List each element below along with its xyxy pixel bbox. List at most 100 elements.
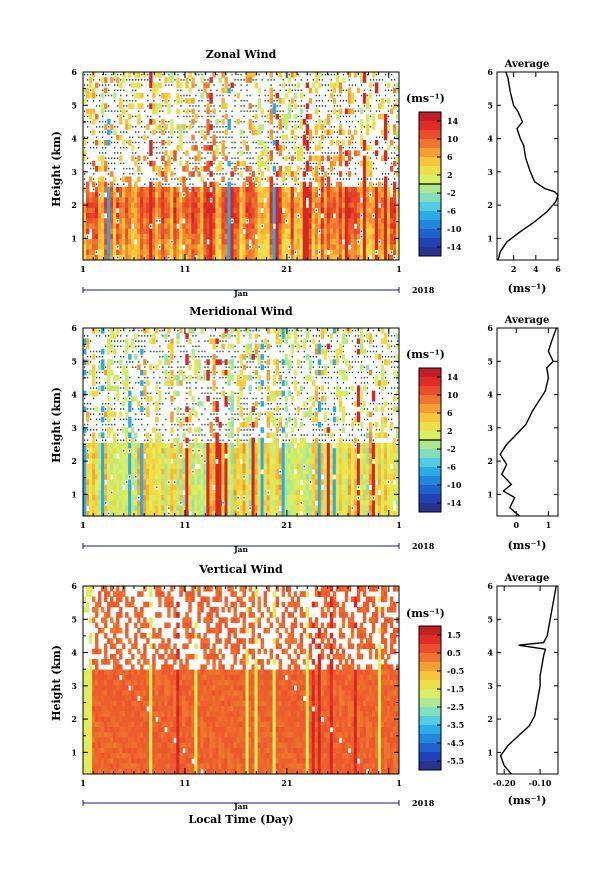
heatmap-cell bbox=[324, 183, 327, 186]
heatmap-cell bbox=[269, 218, 273, 224]
heatmap-cell bbox=[165, 120, 167, 123]
heatmap-cell bbox=[209, 469, 213, 475]
heatmap-cell bbox=[266, 113, 270, 120]
heatmap-cell bbox=[101, 484, 105, 491]
heatmap-cell bbox=[365, 192, 370, 198]
heatmap-cell bbox=[215, 416, 219, 423]
heatmap-cell bbox=[191, 500, 195, 506]
heatmap-cell bbox=[383, 254, 388, 260]
heatmap-cell bbox=[188, 202, 192, 209]
heatmap-cell bbox=[89, 213, 93, 219]
heatmap-cell bbox=[113, 340, 116, 342]
heatmap-cell bbox=[308, 155, 313, 162]
heatmap-cell bbox=[104, 366, 107, 368]
heatmap-cell bbox=[185, 166, 189, 172]
heatmap-cell bbox=[95, 82, 99, 89]
heatmap-cell bbox=[260, 474, 264, 480]
heatmap-cell bbox=[177, 183, 179, 186]
heatmap-cell bbox=[192, 345, 194, 348]
heatmap-cell bbox=[279, 382, 281, 384]
heatmap-cell bbox=[104, 382, 107, 384]
heatmap-cell bbox=[167, 218, 171, 224]
heatmap-cell bbox=[215, 145, 219, 151]
heatmap-cell bbox=[375, 110, 378, 112]
heatmap-cell bbox=[161, 448, 165, 454]
heatmap-cell bbox=[117, 335, 119, 337]
heatmap-cell bbox=[362, 244, 367, 250]
heatmap-cell bbox=[395, 171, 399, 177]
heatmap-cell bbox=[287, 239, 292, 245]
heatmap-cell bbox=[167, 489, 171, 496]
heatmap-cell bbox=[221, 369, 225, 376]
heatmap-cell bbox=[312, 141, 314, 144]
heatmap-cell bbox=[92, 233, 96, 240]
heatmap-cell bbox=[186, 178, 188, 180]
heatmap-cell bbox=[344, 244, 349, 250]
heatmap-cell bbox=[228, 329, 230, 332]
heatmap-cell bbox=[197, 254, 201, 260]
heatmap-cell bbox=[149, 489, 153, 496]
heatmap-cell bbox=[206, 92, 210, 99]
heatmap-cell bbox=[233, 207, 237, 214]
heatmap-cell bbox=[362, 239, 367, 245]
heatmap-cell bbox=[380, 218, 385, 224]
heatmap-cell bbox=[309, 73, 311, 76]
heatmap-cell bbox=[170, 380, 174, 386]
heatmap-cell bbox=[239, 186, 243, 193]
heatmap-cell bbox=[353, 202, 358, 209]
heatmap-cell bbox=[182, 484, 186, 491]
heatmap-cell bbox=[251, 171, 255, 177]
heatmap-cell bbox=[230, 82, 234, 89]
heatmap-cell bbox=[92, 181, 96, 188]
heatmap-cell bbox=[141, 402, 143, 405]
heatmap-cell bbox=[279, 136, 281, 139]
heatmap-cell bbox=[180, 355, 182, 358]
heatmap-cell bbox=[180, 418, 182, 421]
heatmap-cell bbox=[246, 397, 248, 400]
heatmap-cell bbox=[243, 434, 245, 436]
heatmap-cell bbox=[170, 150, 174, 156]
heatmap-cell bbox=[350, 108, 355, 115]
heatmap-cell bbox=[107, 244, 111, 250]
heatmap-cell bbox=[128, 176, 132, 183]
heatmap-cell bbox=[200, 129, 204, 136]
heatmap-cell bbox=[185, 244, 189, 250]
heatmap-cell bbox=[140, 186, 144, 193]
heatmap-cell bbox=[326, 254, 331, 260]
heatmap-cell bbox=[264, 361, 266, 363]
heatmap-cell bbox=[239, 160, 243, 167]
heatmap-cell bbox=[167, 249, 171, 256]
heatmap-cell bbox=[383, 119, 388, 125]
heatmap-cell bbox=[182, 186, 186, 193]
heatmap-cell bbox=[89, 418, 92, 421]
heatmap-cell bbox=[86, 197, 90, 203]
heatmap-cell bbox=[192, 141, 194, 144]
heatmap-cell bbox=[227, 474, 231, 480]
heatmap-cell bbox=[213, 418, 215, 421]
heatmap-cell bbox=[135, 141, 137, 144]
heatmap-cell bbox=[353, 213, 358, 219]
heatmap-cell bbox=[353, 239, 358, 245]
heatmap-cell bbox=[152, 192, 156, 198]
heatmap-cell bbox=[224, 448, 228, 454]
heatmap-cell bbox=[314, 223, 319, 230]
heatmap-cell bbox=[107, 348, 111, 355]
heatmap-cell bbox=[281, 223, 286, 230]
heatmap-cell bbox=[116, 375, 120, 381]
heatmap-cell bbox=[287, 87, 292, 94]
heatmap-cell bbox=[269, 395, 273, 402]
heatmap-cell bbox=[156, 141, 158, 144]
heatmap-cell bbox=[210, 105, 212, 107]
heatmap-cell bbox=[309, 178, 311, 180]
heatmap-cell bbox=[173, 453, 177, 459]
heatmap-cell bbox=[128, 192, 132, 198]
heatmap-cell bbox=[291, 162, 293, 165]
heatmap-cell bbox=[248, 484, 252, 491]
heatmap-cell bbox=[128, 249, 132, 256]
heatmap-cell bbox=[119, 244, 123, 250]
heatmap-cell bbox=[170, 505, 174, 512]
heatmap-cell bbox=[347, 192, 352, 198]
heatmap-cell bbox=[251, 474, 255, 480]
heatmap-cell bbox=[146, 474, 150, 480]
heatmap-cell bbox=[297, 136, 299, 139]
